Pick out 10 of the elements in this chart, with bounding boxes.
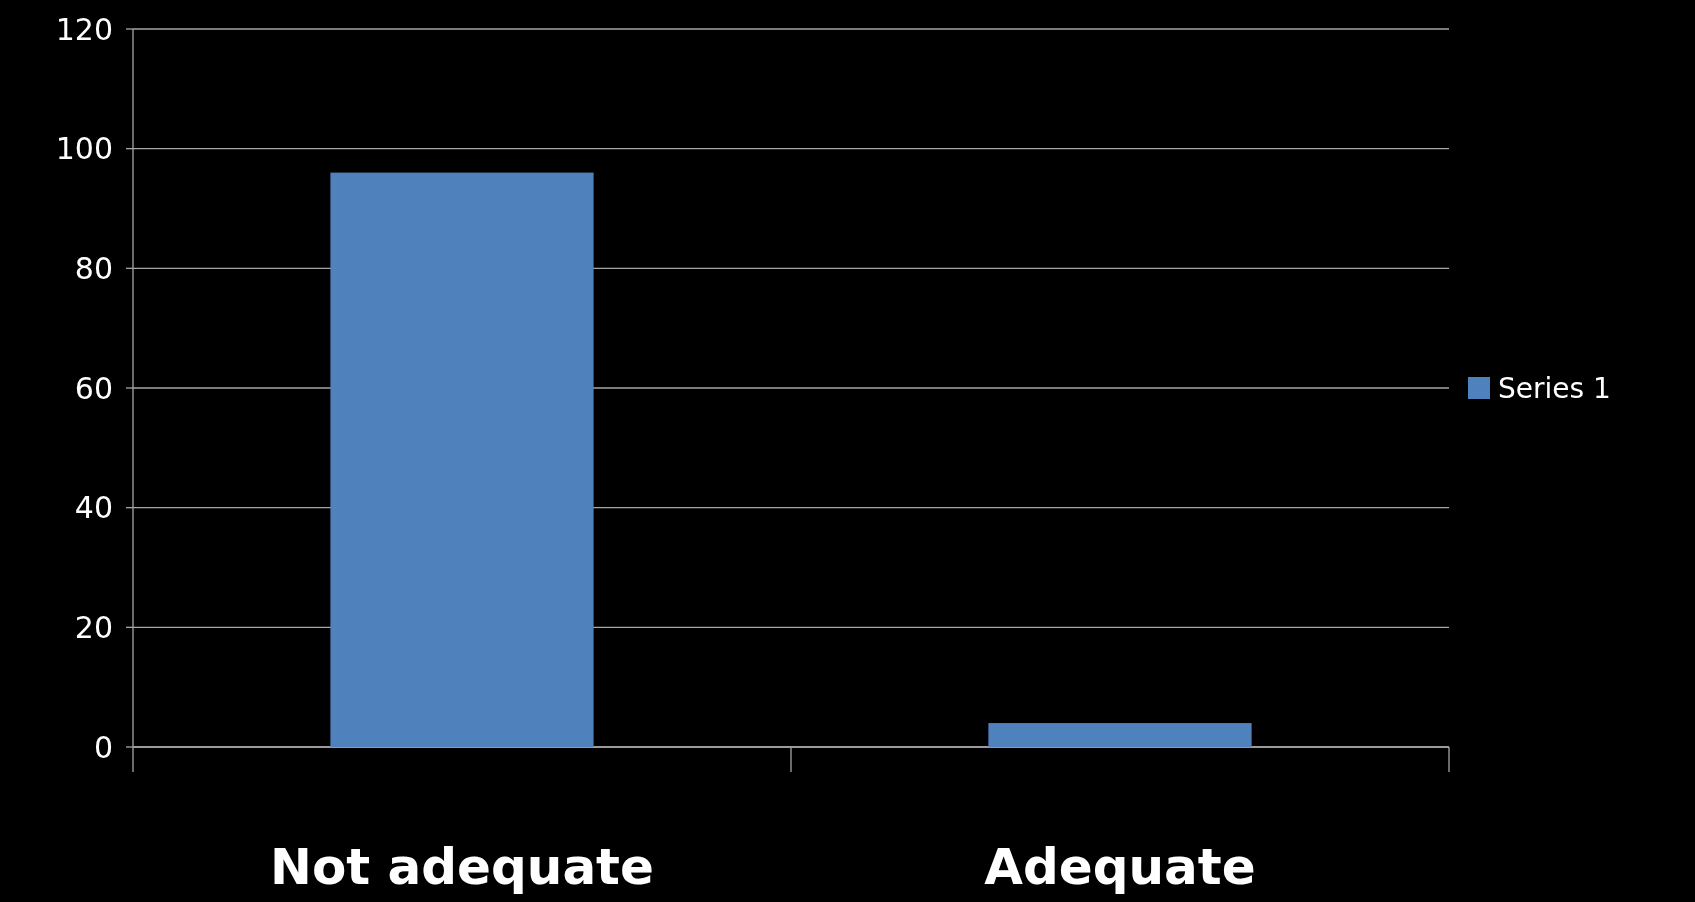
y-tick-label: 20 — [74, 609, 113, 645]
y-tick-label: 40 — [74, 490, 113, 526]
x-tick-label: Adequate — [984, 838, 1256, 896]
y-tick-label: 100 — [55, 131, 113, 167]
y-tick-label: 80 — [74, 250, 113, 286]
y-tick-label: 0 — [93, 729, 113, 765]
y-tick-label: 60 — [74, 370, 113, 406]
legend-label: Series 1 — [1498, 371, 1611, 405]
x-tick-label: Not adequate — [270, 838, 654, 896]
y-tick-label: 120 — [55, 11, 113, 47]
